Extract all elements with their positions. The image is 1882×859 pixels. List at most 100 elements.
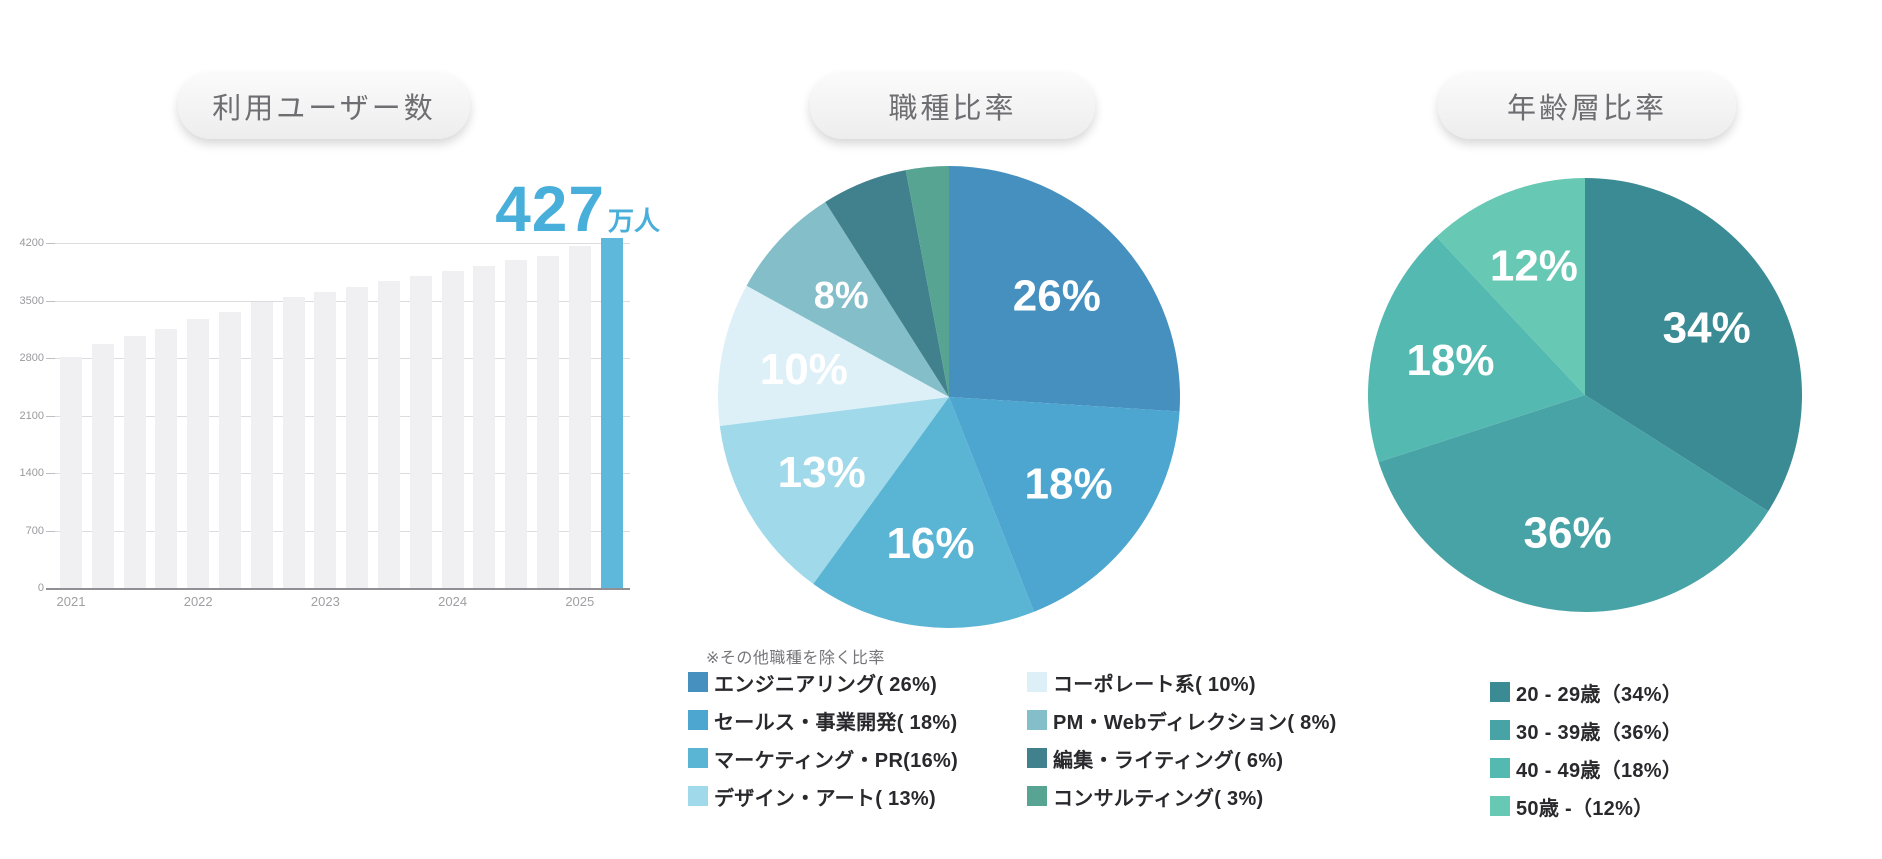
jobs-pie-chart: 26% 18% 16% 13% 10% 8%	[718, 166, 1180, 628]
legend-label-50歳 -: 50歳 -（12%）	[1516, 797, 1654, 820]
bar-0	[60, 357, 82, 589]
pie-label-50歳 -: 12%	[1490, 241, 1578, 290]
gridline-2100	[46, 415, 630, 417]
y-tick-1400: 1400	[19, 467, 44, 479]
ages-chart-title-pill: 年齢層比率	[1438, 73, 1736, 139]
legend-swatch-編集・ライティング	[1027, 748, 1047, 768]
bar-5	[219, 312, 241, 589]
legend-swatch-エンジニアリング	[688, 672, 708, 692]
bar-10	[378, 280, 400, 589]
legend-item-エンジニアリング: エンジニアリング( 26%)	[688, 670, 958, 696]
bar-14	[505, 260, 528, 589]
legend-item-20 - 29歳: 20 - 29歳（34%）	[1490, 680, 1683, 706]
bar-15	[537, 255, 559, 589]
legend-swatch-30 - 39歳	[1490, 720, 1510, 740]
ages-pie-chart: 34% 36% 18% 12%	[1368, 178, 1802, 612]
bar-highlight-latest	[600, 238, 623, 589]
jobs-chart-title-pill: 職種比率	[810, 73, 1095, 139]
users-highlight-unit: 万人	[607, 206, 660, 236]
x-tick-2023: 2023	[310, 594, 340, 609]
y-tick-0: 0	[37, 582, 44, 594]
users-chart-title-pill: 利用ユーザー数	[178, 73, 470, 139]
legend-item-デザイン・アート: デザイン・アート( 13%)	[688, 784, 958, 810]
legend-label-コーポレート系: コーポレート系( 10%)	[1053, 673, 1256, 696]
legend-swatch-PM・Webディレクション	[1027, 710, 1047, 730]
x-axis-baseline	[46, 588, 630, 590]
legend-item-40 - 49歳: 40 - 49歳（18%）	[1490, 756, 1683, 782]
legend-label-編集・ライティング: 編集・ライティング( 6%)	[1053, 749, 1284, 772]
x-tick-2024: 2024	[438, 594, 468, 609]
pie-slice-PM・Webディレクション	[746, 201, 949, 397]
bar-16	[568, 245, 591, 589]
bar-7	[282, 297, 305, 589]
legend-label-コンサルティング: コンサルティング( 3%)	[1053, 787, 1264, 810]
pie-slice-エンジニアリング	[949, 166, 1180, 412]
jobs-legend-column-2: コーポレート系( 10%) PM・Webディレクション( 8%) 編集・ライティング…	[1027, 670, 1337, 822]
pie-slice-編集・ライティング	[825, 170, 949, 397]
legend-item-コンサルティング: コンサルティング( 3%)	[1027, 784, 1337, 810]
x-tick-2022: 2022	[183, 594, 213, 609]
bar-13	[473, 266, 496, 589]
legend-label-20 - 29歳: 20 - 29歳（34%）	[1516, 683, 1683, 706]
bar-8	[314, 291, 337, 589]
pie-slice-マーケティング・PR	[813, 397, 1035, 628]
pie-slice-30 - 39歳	[1378, 395, 1769, 612]
bar-6	[250, 302, 273, 589]
legend-label-エンジニアリング: エンジニアリング( 26%)	[714, 673, 938, 696]
gridline-2800	[46, 358, 630, 359]
y-tick-3500: 3500	[19, 294, 44, 307]
legend-item-セールス・事業開発: セールス・事業開発( 18%)	[688, 708, 958, 734]
pie-label-セールス・事業開発: 18%	[1025, 459, 1113, 508]
x-tick-2021: 2021	[56, 594, 86, 609]
bar-3	[155, 329, 178, 589]
gridline-1400	[46, 473, 630, 474]
pie-slice-コーポレート系	[718, 285, 949, 426]
legend-label-マーケティング・PR: マーケティング・PR(16%)	[714, 749, 959, 772]
legend-item-編集・ライティング: 編集・ライティング( 6%)	[1027, 746, 1337, 772]
users-chart-title: 利用ユーザー数	[212, 93, 436, 125]
legend-swatch-コーポレート系	[1027, 672, 1047, 692]
bar-4	[187, 318, 210, 589]
legend-swatch-デザイン・アート	[688, 786, 708, 806]
legend-label-40 - 49歳: 40 - 49歳（18%）	[1516, 759, 1683, 782]
legend-swatch-セールス・事業開発	[688, 710, 708, 730]
legend-label-30 - 39歳: 30 - 39歳（36%）	[1516, 721, 1683, 744]
bar-11	[409, 276, 432, 589]
legend-item-30 - 39歳: 30 - 39歳（36%）	[1490, 718, 1683, 744]
users-highlight-number: 427	[495, 173, 605, 245]
ages-chart-title: 年齢層比率	[1506, 93, 1667, 125]
x-tick-2025: 2025	[565, 594, 595, 609]
jobs-legend-column-1: エンジニアリング( 26%) セールス・事業開発( 18%) マーケティング・PR(…	[688, 670, 958, 822]
legend-item-マーケティング・PR: マーケティング・PR(16%)	[688, 746, 959, 772]
legend-item-50歳 -: 50歳 -（12%）	[1490, 794, 1682, 820]
pie-slice-デザイン・アート	[719, 397, 949, 584]
gridline-3500	[46, 300, 630, 302]
y-tick-2800: 2800	[19, 352, 44, 364]
pie-slice-50歳 -	[1436, 178, 1585, 395]
pie-slice-40 - 49歳	[1368, 236, 1585, 463]
legend-swatch-20 - 29歳	[1490, 682, 1510, 702]
bar-9	[346, 286, 369, 589]
users-chart-y-axis: 0 700 1400 2100 2800 3500 4200	[0, 0, 44, 859]
pie-slice-コンサルティング	[905, 166, 949, 397]
pie-label-20 - 29歳: 34%	[1663, 304, 1751, 353]
y-tick-2100: 2100	[19, 409, 44, 422]
pie-slice-20 - 29歳	[1585, 178, 1802, 512]
users-chart-x-axis: 2021 2022 2023 2024 2025	[0, 594, 700, 614]
legend-item-コーポレート系: コーポレート系( 10%)	[1027, 670, 1337, 696]
bar-12	[441, 271, 464, 589]
legend-label-セールス・事業開発: セールス・事業開発( 18%)	[714, 711, 958, 734]
legend-swatch-50歳 -	[1490, 796, 1510, 816]
users-bar-chart	[46, 238, 630, 590]
legend-label-PM・Webディレクション: PM・Webディレクション( 8%)	[1053, 711, 1337, 734]
jobs-chart-note: ※その他職種を除く比率	[706, 650, 885, 667]
bar-1	[91, 344, 114, 589]
users-highlight-value: 427 万人	[380, 173, 660, 245]
ages-legend: 20 - 29歳（34%） 30 - 39歳（36%） 40 - 49歳（18%） 5…	[1490, 680, 1682, 832]
pie-label-40 - 49歳: 18%	[1406, 336, 1494, 385]
pie-label-PM・Webディレクション: 8%	[814, 275, 869, 317]
y-tick-4200: 4200	[19, 237, 44, 249]
pie-label-30 - 39歳: 36%	[1524, 508, 1612, 557]
legend-item-PM・Webディレクション: PM・Webディレクション( 8%)	[1027, 708, 1337, 734]
legend-swatch-マーケティング・PR	[688, 748, 708, 768]
